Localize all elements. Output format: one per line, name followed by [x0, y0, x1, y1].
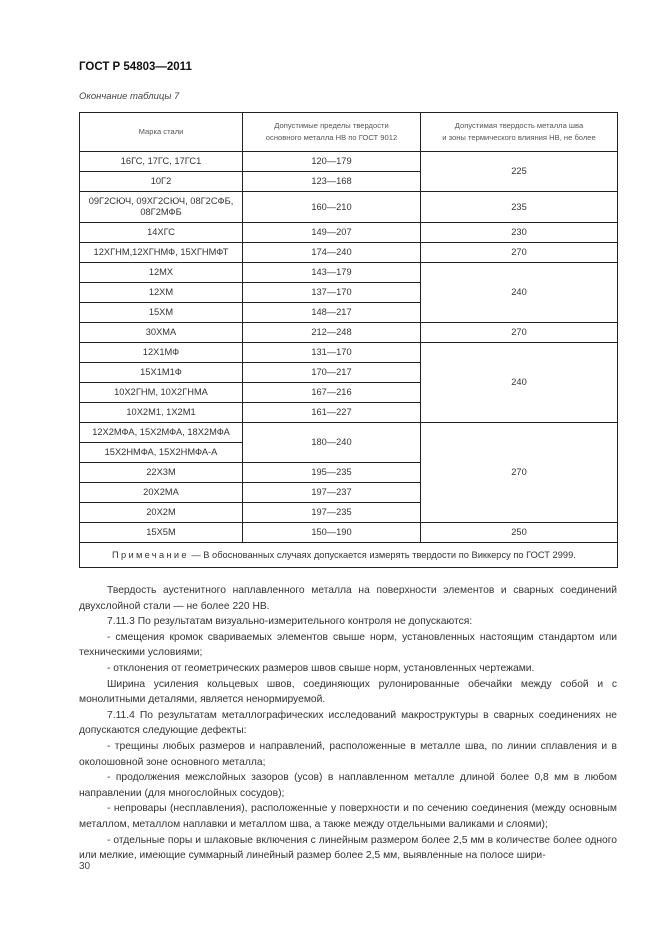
steel-grade-cell: 12ХГНМ,12ХГНМФ, 15ХГНМФТ	[79, 242, 243, 263]
base-hardness-range-cell: 212—248	[242, 322, 421, 343]
weld-hardness-cell: 225	[420, 151, 618, 192]
steel-grade-cell: 12Х2МФА, 15Х2МФА, 18Х2МФА	[79, 422, 243, 443]
paragraph: 7.11.3 По результатам визуально-измерите…	[107, 616, 473, 628]
base-hardness-range-cell: 149—207	[242, 222, 421, 243]
paragraph: - отклонения от геометрических размеров …	[107, 662, 535, 674]
steel-grade-cell: 22Х3М	[79, 462, 243, 483]
base-hardness-range-cell: 120—179	[242, 151, 421, 172]
table-row: 10Г2 123—168	[79, 171, 618, 192]
base-hardness-range-cell: 137—170	[242, 282, 421, 303]
table-row: 12Х1МФ 131—170 240	[79, 342, 618, 423]
steel-grade-cell: 20Х2МА	[79, 482, 243, 503]
header-text: Допустимые пределы твердости	[274, 121, 389, 130]
table-header-row: Марка стали Допустимые пределы твердости…	[79, 112, 618, 152]
weld-hardness-cell: 240	[420, 342, 618, 423]
weld-hardness-cell: 235	[420, 191, 618, 223]
table-caption: Окончание таблицы 7	[79, 91, 180, 102]
table-row: 12Х2МФА, 15Х2МФА, 18Х2МФА 180—240 270	[79, 422, 618, 523]
steel-grade-cell: 14ХГС	[79, 222, 243, 243]
paragraph: - непровары (несплавления), расположенны…	[79, 803, 617, 830]
table-row: 20Х2М 197—235	[79, 502, 618, 523]
steel-grade-cell: 09Г2СЮЧ, 09ХГ2СЮЧ, 08Г2СФБ, 08Г2МФБ	[79, 191, 243, 223]
header-text: и зоны термического влияния НВ, не более	[442, 133, 596, 142]
table-row: 09Г2СЮЧ, 09ХГ2СЮЧ, 08Г2СФБ, 08Г2МФБ 160—2…	[79, 191, 618, 223]
table-row: 12ХГНМ,12ХГНМФ, 15ХГНМФТ 174—240 270	[79, 242, 618, 263]
steel-grade-cell: 30ХМА	[79, 322, 243, 343]
weld-hardness-cell: 250	[420, 522, 618, 543]
table-row: 12МХ 143—179 240	[79, 262, 618, 323]
column-header-grade: Марка стали	[79, 112, 243, 152]
table-row: 10Х2ГНМ, 10Х2ГНМА 167—216	[79, 382, 618, 403]
paragraph: Ширина усиления кольцевых швов, соединяю…	[79, 678, 617, 706]
page-number: 30	[79, 861, 91, 872]
steel-grade-cell: 15Х5М	[79, 522, 243, 543]
base-hardness-range-cell: 197—237	[242, 482, 421, 503]
table-row: 30ХМА 212—248 270	[79, 322, 618, 343]
column-header-base-range: Допустимые пределы твердости основного ме…	[242, 112, 421, 152]
steel-grade-cell: 16ГС, 17ГС, 17ГС1	[79, 151, 243, 172]
weld-hardness-cell: 270	[420, 422, 618, 523]
weld-hardness-cell: 240	[420, 262, 618, 323]
base-hardness-range-cell: 150—190	[242, 522, 421, 543]
paragraph: Твердость аустенитного наплавленного мет…	[79, 585, 617, 612]
steel-grade-cell: 12Х1МФ	[79, 342, 243, 363]
base-hardness-range-cell: 161—227	[242, 402, 421, 423]
paragraph: - отдельные поры и шлаковые включения с …	[79, 834, 617, 862]
weld-hardness-cell: 230	[420, 222, 618, 243]
table-row: 15Х1М1Ф 170—217	[79, 362, 618, 383]
base-hardness-range-cell: 143—179	[242, 262, 421, 283]
body-text: Твердость аустенитного наплавленного мет…	[79, 583, 617, 864]
note-label: Примечание	[112, 550, 189, 560]
steel-grade-cell: 10Х2М1, 1Х2М1	[79, 402, 243, 423]
document-header: ГОСТ Р 54803—2011	[79, 61, 192, 73]
steel-grade-cell: 15Х1М1Ф	[79, 362, 243, 383]
base-hardness-range-cell: 195—235	[242, 462, 421, 483]
steel-grade-cell: 10Г2	[79, 171, 243, 192]
steel-grade-cell: 10Х2ГНМ, 10Х2ГНМА	[79, 382, 243, 403]
table-row: 15Х5М 150—190 250	[79, 522, 618, 543]
steel-grade-cell: 15Х2НМФА, 15Х2НМФА-А	[79, 442, 243, 463]
base-hardness-range-cell: 167—216	[242, 382, 421, 403]
steel-grade-cell: 12МХ	[79, 262, 243, 283]
table-note-row: Примечание — В обоснованных случаях допу…	[79, 542, 618, 568]
paragraph: - смещения кромок свариваемых элементов …	[79, 631, 617, 659]
weld-hardness-cell: 270	[420, 242, 618, 263]
paragraph: - продолжения межслойных зазоров (усов) …	[79, 772, 617, 799]
base-hardness-range-cell: 180—240	[242, 422, 421, 463]
steel-hardness-table: Марка стали Допустимые пределы твердости…	[79, 112, 618, 568]
table-row: 20Х2МА 197—237	[79, 482, 618, 503]
base-hardness-range-cell: 197—235	[242, 502, 421, 523]
header-text: основного металла НВ по ГОСТ 9012	[265, 133, 398, 142]
paragraph: 7.11.4 По результатам металлографических…	[79, 709, 617, 737]
base-hardness-range-cell: 123—168	[242, 171, 421, 192]
base-hardness-range-cell: 148—217	[242, 302, 421, 323]
base-hardness-range-cell: 131—170	[242, 342, 421, 363]
note-text: — В обоснованных случаях допускается изм…	[188, 550, 576, 560]
weld-hardness-cell: 270	[420, 322, 618, 343]
header-text: Допустимая твердость металла шва	[454, 121, 584, 130]
table-row: 12ХМ 137—170	[79, 282, 618, 303]
header-text: Марка стали	[138, 127, 184, 136]
base-hardness-range-cell: 170—217	[242, 362, 421, 383]
table-row: 16ГС, 17ГС, 17ГС1 120—179 225	[79, 151, 618, 192]
base-hardness-range-cell: 160—210	[242, 191, 421, 223]
table-row: 10Х2М1, 1Х2М1 161—227	[79, 402, 618, 423]
steel-grade-cell: 20Х2М	[79, 502, 243, 523]
steel-grade-cell: 12ХМ	[79, 282, 243, 303]
steel-grade-cell: 15ХМ	[79, 302, 243, 323]
paragraph: - трещины любых размеров и направлений, …	[79, 740, 617, 768]
table-row: 14ХГС 149—207 230	[79, 222, 618, 243]
column-header-weld-hardness: Допустимая твердость металла шва и зоны т…	[420, 112, 618, 152]
table-note: Примечание — В обоснованных случаях допу…	[79, 542, 618, 568]
base-hardness-range-cell: 174—240	[242, 242, 421, 263]
